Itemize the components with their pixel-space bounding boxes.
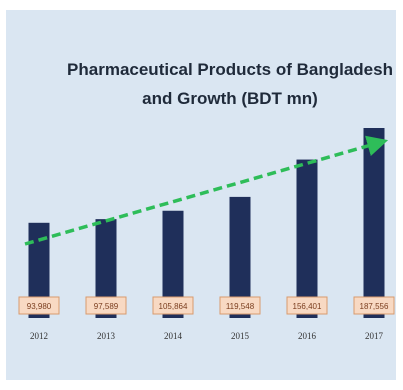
chart-title-line-1: Pharmaceutical Products of Bangladesh — [67, 60, 393, 79]
value-label-2013: 97,589 — [94, 302, 119, 311]
chart-title-line-2: and Growth (BDT mn) — [142, 89, 318, 108]
value-label-2016: 156,401 — [293, 302, 322, 311]
value-label-box-2012 — [18, 296, 60, 315]
bar-2015 — [229, 196, 251, 318]
x-tick-2016: 2016 — [298, 331, 317, 341]
trend-arrow-group — [24, 135, 389, 246]
x-tick-2013: 2013 — [97, 331, 116, 341]
x-tick-2017: 2017 — [365, 331, 384, 341]
value-label-2017: 187,556 — [360, 302, 389, 311]
bar-2012 — [28, 222, 50, 318]
bar-2014 — [162, 210, 184, 318]
bar-2016 — [296, 159, 318, 318]
x-tick-2012: 2012 — [30, 331, 48, 341]
value-label-box-2013 — [85, 296, 127, 315]
bars-group — [28, 128, 385, 318]
value-label-box-2016 — [286, 296, 328, 315]
bar-2017 — [363, 128, 385, 318]
value-label-2014: 105,864 — [159, 302, 188, 311]
trend-arrow — [24, 135, 389, 246]
bar-2013 — [95, 219, 117, 318]
x-axis-ticks: 2012 2013 2014 2015 2016 2017 — [30, 331, 384, 341]
value-label-2015: 119,548 — [226, 302, 255, 311]
x-tick-2015: 2015 — [231, 331, 250, 341]
value-label-2012: 93,980 — [27, 302, 52, 311]
value-label-box-2015 — [219, 296, 261, 315]
value-label-box-2014 — [152, 296, 194, 315]
value-labels-group: 93,980 97,589 105,864 119,548 156,401 187,556 — [18, 296, 395, 315]
x-tick-2014: 2014 — [164, 331, 183, 341]
value-label-box-2017 — [353, 296, 395, 315]
